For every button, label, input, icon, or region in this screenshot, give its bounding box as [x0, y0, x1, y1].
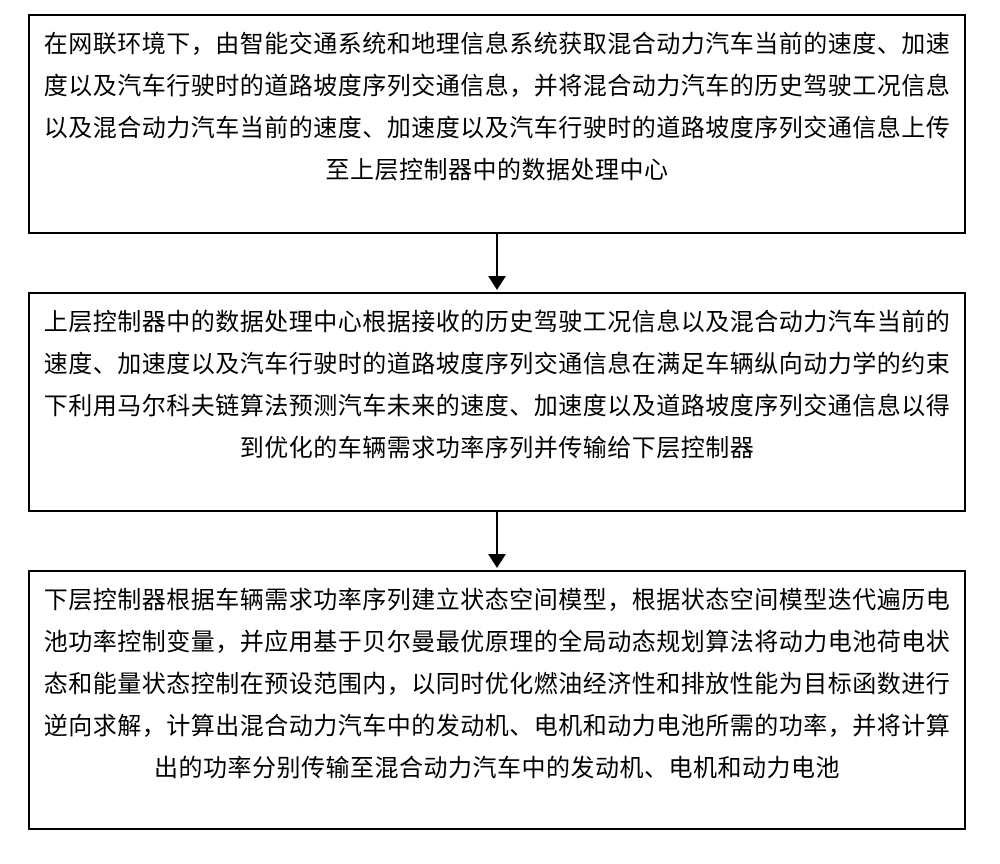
arrow-down-icon — [477, 512, 517, 570]
flowchart-container: 在网联环境下，由智能交通系统和地理信息系统获取混合动力汽车当前的速度、加速度以及… — [0, 0, 1000, 864]
flow-box-2-text: 上层控制器中的数据处理中心根据接收的历史驾驶工况信息以及混合动力汽车当前的速度、… — [44, 310, 951, 462]
arrow-2 — [28, 512, 966, 570]
arrow-1 — [28, 234, 966, 292]
arrow-down-icon — [477, 234, 517, 292]
flow-box-3-text: 下层控制器根据车辆需求功率序列建立状态空间模型，根据状态空间模型迭代遍历电池功率… — [44, 588, 951, 782]
flow-box-1: 在网联环境下，由智能交通系统和地理信息系统获取混合动力汽车当前的速度、加速度以及… — [28, 14, 966, 234]
flow-box-3: 下层控制器根据车辆需求功率序列建立状态空间模型，根据状态空间模型迭代遍历电池功率… — [28, 570, 966, 830]
flow-box-1-text: 在网联环境下，由智能交通系统和地理信息系统获取混合动力汽车当前的速度、加速度以及… — [44, 32, 951, 184]
flow-box-2: 上层控制器中的数据处理中心根据接收的历史驾驶工况信息以及混合动力汽车当前的速度、… — [28, 292, 966, 512]
